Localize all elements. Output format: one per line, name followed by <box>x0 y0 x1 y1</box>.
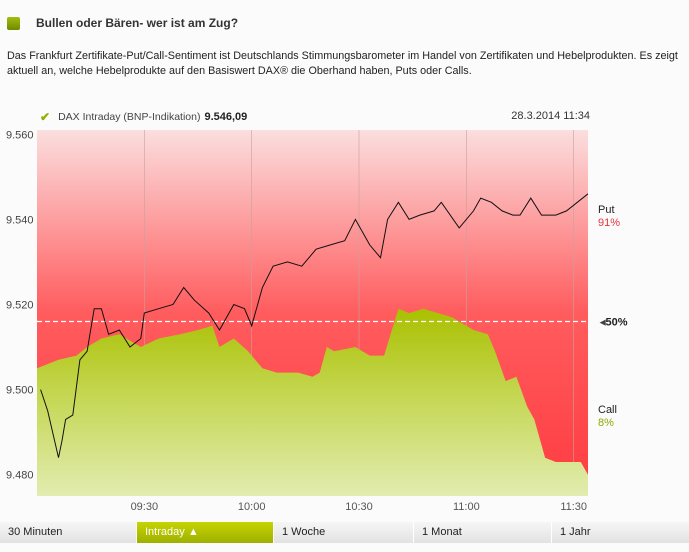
fifty-percent-label: ◂50% <box>599 317 628 329</box>
tab-label: 1 Woche <box>282 526 326 538</box>
section-title: Bullen oder Bären- wer ist am Zug? <box>36 16 239 30</box>
legend-label: DAX Intraday (BNP-Indikation) <box>58 111 201 123</box>
put-label: Put <box>598 204 615 216</box>
x-tick-label: 09:30 <box>131 501 159 513</box>
intro-text: Das Frankfurt Zertifikate-Put/Call-Senti… <box>7 49 687 79</box>
y-tick-label: 9.480 <box>6 470 34 482</box>
tab-1-woche[interactable]: 1 Woche <box>274 522 414 543</box>
tab-label: 30 Minuten <box>8 526 63 538</box>
y-tick-label: 9.500 <box>6 385 34 397</box>
tab-label: 1 Jahr <box>560 526 591 538</box>
intro-line-2: aktuell an, welche Hebelprodukte auf den… <box>7 65 472 77</box>
x-tick-label: 10:00 <box>238 501 266 513</box>
tab-label: 1 Monat <box>422 526 462 538</box>
intro-line-1: Das Frankfurt Zertifikate-Put/Call-Senti… <box>7 50 678 62</box>
call-area <box>37 308 588 496</box>
fifty-percent-value: 50% <box>606 317 628 329</box>
triangle-up-icon: ▲ <box>187 526 199 538</box>
tab-intraday[interactable]: Intraday ▲ <box>137 522 274 543</box>
tab-label: Intraday <box>145 526 185 538</box>
legend-value: 9.546,09 <box>204 111 248 123</box>
call-label: Call <box>598 404 617 416</box>
checkmark-icon[interactable]: ✔ <box>40 110 51 124</box>
x-tick-label: 11:30 <box>560 501 587 513</box>
dax-line <box>40 193 589 458</box>
section-header: Bullen oder Bären- wer ist am Zug? <box>7 16 238 30</box>
chart-legend[interactable]: ✔ DAX Intraday (BNP-Indikation) 9.546,09 <box>40 110 247 124</box>
sentiment-chart: 9.560 9.540 9.520 9.500 9.480 09:30 10:00 10:30… <box>6 129 628 513</box>
y-tick-label: 9.520 <box>6 299 34 311</box>
x-tick-label: 11:00 <box>453 501 480 513</box>
y-tick-label: 9.560 <box>6 129 34 141</box>
chart-timestamp: 28.3.2014 11:34 <box>511 110 590 122</box>
tab-1-monat[interactable]: 1 Monat <box>414 522 552 543</box>
pointer-left-icon: ◂ <box>599 317 606 329</box>
call-value: 8% <box>598 417 614 429</box>
put-value: 91% <box>598 217 620 229</box>
x-tick-label: 10:30 <box>345 501 373 513</box>
tab-30-minuten[interactable]: 30 Minuten <box>0 522 137 543</box>
section-bullet-icon <box>7 16 20 30</box>
tab-1-jahr[interactable]: 1 Jahr <box>552 522 689 543</box>
timeframe-tabs: 30 Minuten Intraday ▲ 1 Woche 1 Monat 1 … <box>0 522 689 543</box>
y-tick-label: 9.540 <box>6 214 34 226</box>
